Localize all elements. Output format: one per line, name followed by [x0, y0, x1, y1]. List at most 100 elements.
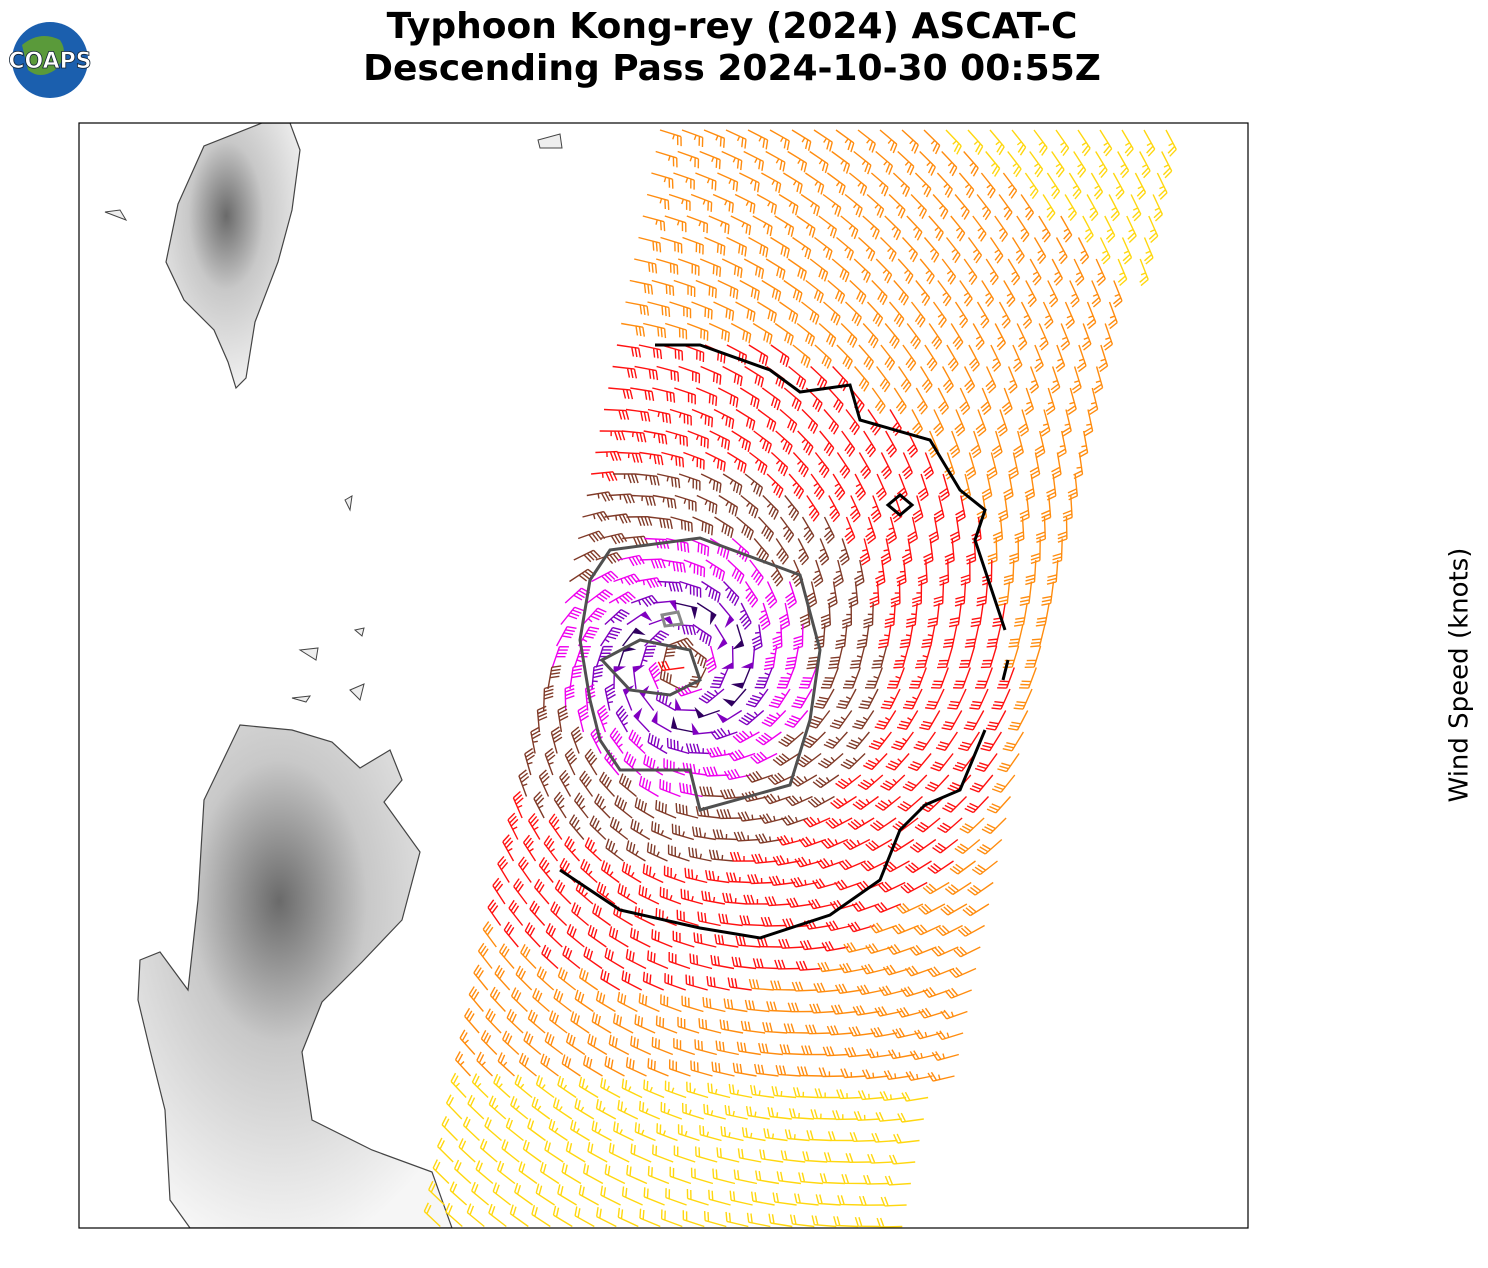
wind-barb	[950, 215, 966, 242]
wind-barb	[868, 731, 892, 751]
wind-barb	[1013, 430, 1024, 459]
wind-barb	[703, 129, 726, 148]
wind-barb	[768, 875, 796, 886]
wind-barb	[845, 409, 860, 436]
wind-barb	[841, 430, 856, 457]
wind-barb	[768, 1213, 793, 1228]
wind-barb	[852, 710, 875, 730]
wind-barb	[686, 1188, 709, 1206]
wind-barb	[875, 150, 894, 175]
wind-barb	[942, 624, 958, 648]
wind-barb	[561, 1054, 581, 1077]
wind-barb	[885, 430, 898, 458]
wind-barb	[578, 1076, 599, 1099]
wind-barb	[1007, 366, 1018, 394]
wind-barb	[962, 903, 990, 917]
wind-barb	[840, 323, 858, 348]
wind-barb	[1076, 344, 1087, 373]
wind-barb	[656, 258, 679, 275]
wind-barb	[557, 1184, 577, 1206]
wind-barb	[791, 129, 812, 151]
wind-barb	[1042, 301, 1054, 329]
wind-barb	[837, 1195, 863, 1206]
wind-barb	[838, 859, 866, 871]
wind-barb	[788, 473, 805, 500]
wind-barb	[578, 968, 599, 991]
wind-barb	[801, 301, 820, 325]
wind-barb	[1143, 129, 1156, 157]
wind-barb	[613, 666, 627, 690]
wind-barb	[854, 366, 870, 392]
wind-barb	[854, 473, 867, 501]
wind-barb	[608, 1034, 630, 1056]
wind-barb	[712, 1168, 736, 1185]
wind-barb	[569, 664, 583, 690]
wind-barb	[538, 857, 554, 883]
wind-barb	[843, 942, 871, 953]
wind-barb	[900, 986, 928, 998]
wind-barb	[927, 1071, 955, 1082]
wind-barb	[600, 626, 622, 647]
wind-barb	[848, 1026, 876, 1037]
wind-barb	[432, 1159, 450, 1184]
wind-barb	[552, 1097, 573, 1120]
wind-barb	[489, 986, 506, 1012]
wind-barb	[717, 387, 739, 408]
wind-barb	[863, 602, 874, 629]
wind-barb	[711, 1061, 735, 1077]
wind-barb	[845, 301, 862, 327]
wind-barb	[725, 129, 747, 149]
wind-barb	[744, 999, 770, 1013]
wind-barb	[692, 516, 714, 536]
wind-barb	[775, 1065, 801, 1077]
wind-barb	[591, 1012, 612, 1034]
wind-barb	[853, 1111, 880, 1121]
wind-barb	[626, 611, 653, 626]
wind-barb	[884, 602, 896, 629]
wind-barb	[787, 258, 807, 281]
wind-barb	[487, 899, 502, 926]
wind-barb	[582, 510, 610, 522]
wind-barb	[813, 129, 833, 152]
wind-barb	[1073, 258, 1085, 286]
wind-barb	[617, 1207, 639, 1228]
wind-barb	[953, 946, 981, 958]
wind-barb	[800, 193, 820, 217]
wind-barb	[729, 1190, 753, 1206]
wind-barb	[1083, 409, 1094, 437]
wind-barb	[849, 645, 866, 669]
wind-barb	[712, 193, 734, 213]
wind-barb	[533, 791, 545, 819]
wind-barb	[600, 532, 628, 545]
wind-barb	[668, 1059, 691, 1077]
wind-barb	[853, 150, 872, 175]
wind-barb	[857, 129, 876, 153]
wind-barb	[863, 1174, 889, 1185]
wind-barb	[737, 811, 765, 822]
wind-barb	[623, 751, 642, 776]
wind-barb	[696, 387, 718, 407]
wind-barb	[937, 817, 963, 834]
wind-barb	[779, 301, 799, 324]
wind-barb	[791, 981, 818, 992]
wind-barb	[928, 430, 940, 459]
wind-barb	[1098, 344, 1109, 373]
wind-barb	[719, 1019, 744, 1034]
wind-barb	[625, 408, 651, 422]
wind-barb	[1055, 237, 1068, 265]
wind-barb	[1099, 129, 1113, 157]
wind-barb	[823, 409, 840, 435]
wind-barb	[699, 786, 725, 798]
wind-barb	[792, 452, 809, 478]
contour-50	[660, 610, 685, 628]
wind-barb	[595, 1207, 617, 1228]
wind-barb	[561, 1162, 582, 1185]
wind-barb	[722, 581, 740, 607]
wind-barb	[863, 753, 888, 771]
wind-barb	[870, 495, 882, 523]
wind-barb	[1003, 473, 1014, 501]
wind-barb	[940, 903, 968, 916]
wind-barb	[806, 495, 820, 522]
wind-barb	[536, 966, 555, 991]
